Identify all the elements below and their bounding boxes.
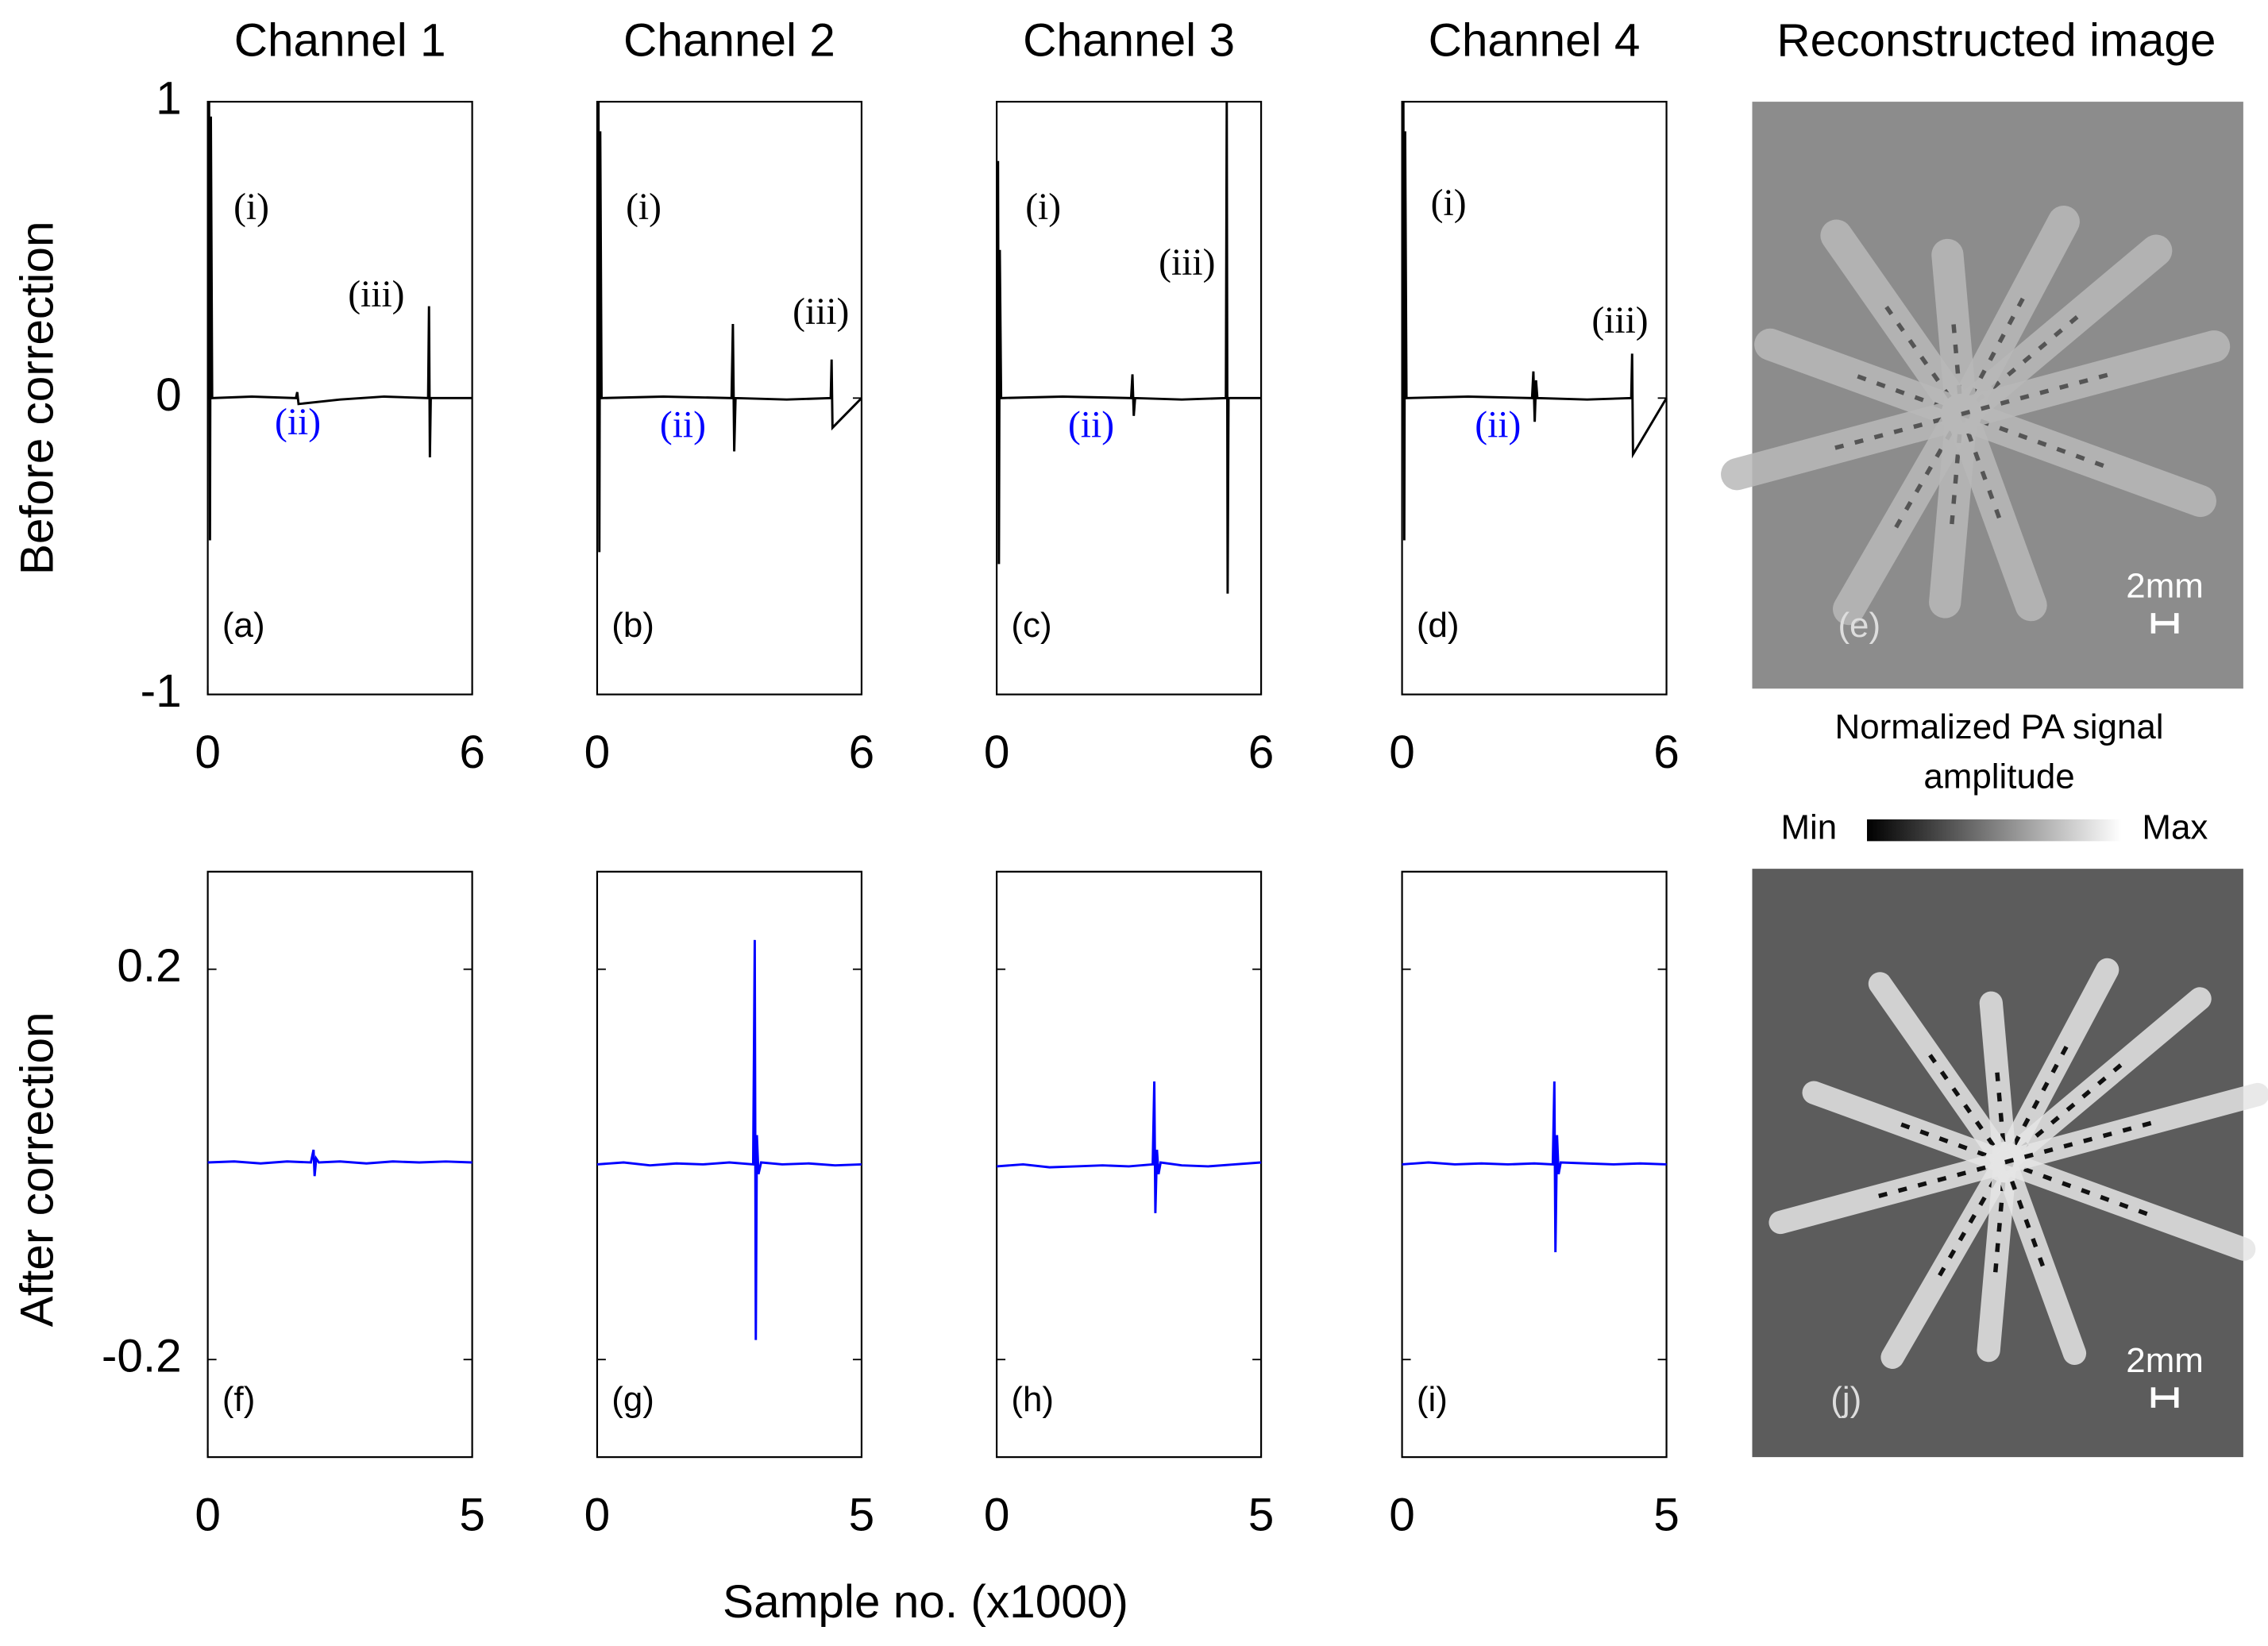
annotation: (iii) <box>1591 300 1648 341</box>
annotation: (i) <box>233 187 269 228</box>
x-tick-label: 5 <box>1653 1489 1680 1540</box>
x-tick-label: 5 <box>1248 1489 1275 1540</box>
scale-bar-label: 2mm <box>2126 1341 2204 1380</box>
annotation: (iii) <box>1159 242 1215 283</box>
annotation: (ii) <box>1068 405 1114 446</box>
scale-bar <box>2150 1387 2179 1408</box>
x-tick-label: 5 <box>459 1489 485 1540</box>
y-tick-label: -0.2 <box>102 1331 182 1382</box>
ray-shade <box>1826 411 1962 453</box>
image-content <box>1768 958 2268 1369</box>
ray-shade <box>1889 1118 2006 1165</box>
x-tick-label: 6 <box>1653 727 1680 778</box>
ray-shade <box>1950 318 1964 414</box>
ray-shade <box>1869 1160 2006 1201</box>
panel-label: (f) <box>222 1380 255 1419</box>
ray-shade <box>2004 1119 2158 1165</box>
colorbar-label: amplitude <box>1923 757 2074 796</box>
signal-line <box>596 102 862 553</box>
signal-line <box>1402 1081 1667 1253</box>
image-content <box>1721 206 2231 626</box>
panel-label: (j) <box>1830 1380 1861 1419</box>
x-tick-label: 0 <box>584 727 611 778</box>
panel-label: (e) <box>1838 606 1880 645</box>
signal-line <box>207 102 472 541</box>
x-tick-label: 6 <box>459 727 485 778</box>
y-tick-label: 0.2 <box>117 940 181 992</box>
x-tick-label: 6 <box>1248 727 1275 778</box>
y-tick-label: 0 <box>156 369 182 421</box>
x-tick-label: 0 <box>584 1489 611 1540</box>
annotation: (iii) <box>348 274 404 315</box>
y-axis-label: After correction <box>12 1012 64 1327</box>
plot-frame <box>996 870 1263 1459</box>
x-tick-label: 0 <box>984 727 1010 778</box>
x-tick-label: 0 <box>984 1489 1010 1540</box>
x-tick-label: 0 <box>1389 1489 1415 1540</box>
x-axis-label: Sample no. (x1000) <box>723 1576 1128 1628</box>
plot-frame <box>206 870 473 1459</box>
signal-line <box>207 1149 472 1177</box>
ray-shade <box>2004 1160 2150 1216</box>
x-tick-label: 5 <box>849 1489 875 1540</box>
y-axis-label: Before correction <box>12 221 64 575</box>
x-tick-label: 0 <box>195 1489 221 1540</box>
ray-shade <box>1961 371 2114 417</box>
annotation: (ii) <box>660 405 706 446</box>
annotation: (i) <box>1025 187 1061 228</box>
colorbar-min: Min <box>1780 808 1837 846</box>
signal-line <box>596 939 862 1340</box>
chart-title: Channel 1 <box>234 14 446 66</box>
scale-bar <box>2150 613 2179 634</box>
annotation: (i) <box>1431 183 1467 224</box>
ray <box>1768 1151 2017 1235</box>
panel-label: (d) <box>1417 606 1460 645</box>
colorbar <box>1867 819 2122 842</box>
panel-label: (i) <box>1417 1380 1448 1419</box>
panel-label: (a) <box>222 606 265 645</box>
ray-shade <box>1928 1054 2008 1164</box>
chart-title: Channel 2 <box>623 14 835 66</box>
panel-label: (h) <box>1011 1380 1054 1419</box>
chart-title: Channel 3 <box>1023 14 1235 66</box>
ray-shade <box>2003 1161 2049 1278</box>
x-tick-label: 6 <box>849 727 875 778</box>
signal-line <box>996 102 1262 594</box>
x-tick-label: 0 <box>195 727 221 778</box>
x-tick-label: 0 <box>1389 727 1415 778</box>
scale-bar-label: 2mm <box>2126 567 2204 606</box>
image-title: Reconstructed image <box>1776 14 2216 66</box>
colorbar-label: Normalized PA signal <box>1835 707 2164 746</box>
panel-label: (g) <box>611 1380 654 1419</box>
panel-label: (b) <box>611 606 654 645</box>
ray-shade <box>1994 1066 2008 1162</box>
ray <box>1977 1151 2017 1363</box>
chart-title: Channel 4 <box>1429 14 1641 66</box>
signal-line <box>996 1081 1262 1213</box>
y-tick-label: 1 <box>156 73 182 125</box>
annotation: (ii) <box>275 402 321 443</box>
ray-shade <box>2003 1046 2069 1163</box>
annotation: (iii) <box>793 291 849 333</box>
signal-line <box>1402 102 1668 541</box>
y-tick-label: -1 <box>141 665 182 717</box>
ray <box>1880 1151 2017 1369</box>
colorbar-max: Max <box>2142 808 2208 846</box>
ray <box>1721 398 1978 491</box>
panel-label: (c) <box>1011 606 1051 645</box>
annotation: (i) <box>626 187 662 228</box>
annotation: (ii) <box>1475 405 1521 446</box>
